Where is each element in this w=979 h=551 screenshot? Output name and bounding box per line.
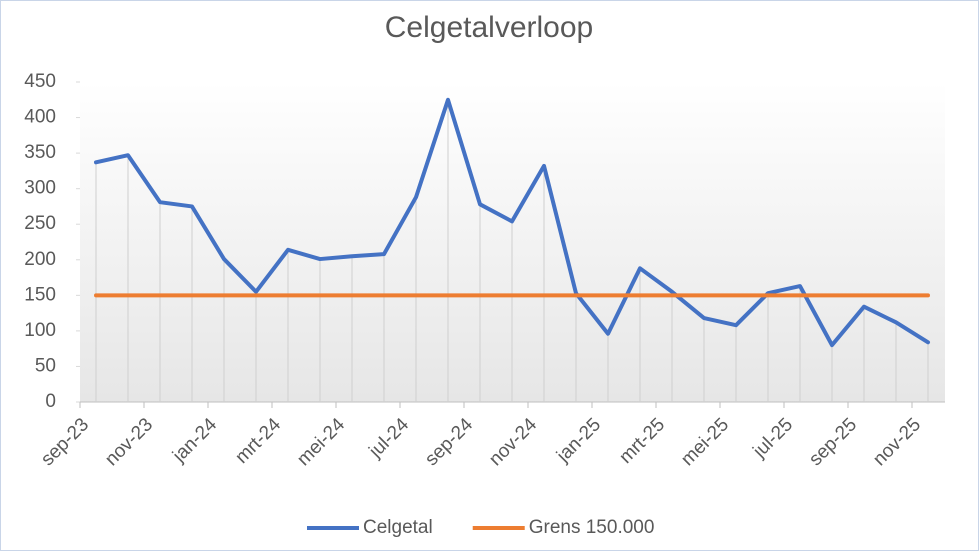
y-tick-label: 150 (24, 284, 56, 305)
series-line (94, 97, 930, 348)
y-tick-label: 400 (24, 107, 56, 128)
y-tick-label: 450 (24, 71, 56, 92)
y-tick-label: 200 (24, 249, 56, 270)
y-tick-label: 100 (24, 320, 56, 341)
y-tick-label: 250 (24, 213, 56, 234)
y-tick-label: 50 (35, 355, 56, 376)
y-tick-label: 300 (24, 178, 56, 199)
y-tick-label: 350 (24, 142, 56, 163)
legend-label: Grens 150.000 (529, 517, 655, 538)
chart-title: Celgetalverloop (385, 11, 593, 44)
legend-label: Celgetal (363, 517, 433, 538)
y-tick-label: 0 (45, 391, 56, 412)
